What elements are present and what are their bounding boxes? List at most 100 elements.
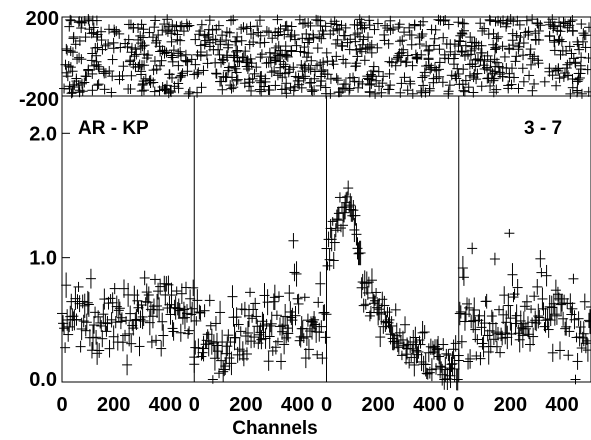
residual-point (507, 35, 518, 46)
residual-point (453, 17, 464, 28)
data-point (75, 340, 86, 353)
data-point (556, 294, 567, 316)
residual-point (417, 28, 428, 39)
residual-point (510, 56, 521, 67)
residual-point (488, 28, 499, 39)
residual-point (316, 76, 327, 87)
residual-point (334, 87, 345, 98)
residual-point (475, 47, 486, 58)
data-point (80, 324, 91, 337)
residual-point (379, 29, 390, 40)
data-point (231, 307, 242, 327)
residual-point (385, 80, 396, 91)
data-point (60, 342, 71, 353)
residual-point (130, 62, 141, 73)
x-axis-title: Channels (232, 418, 318, 439)
residual-point (544, 63, 555, 74)
data-point (312, 350, 323, 360)
data-point (467, 242, 478, 255)
data-point (73, 281, 84, 292)
residual-point (76, 54, 87, 65)
residual-point (560, 18, 571, 29)
residual-point (83, 14, 94, 25)
residual-point (497, 41, 508, 52)
residual-point (420, 87, 431, 98)
data-point (338, 213, 349, 237)
residual-point (437, 77, 448, 88)
data-point (157, 312, 168, 331)
residual-point (157, 45, 168, 56)
residual-point (183, 88, 194, 99)
data-point (386, 316, 397, 336)
annotation-range: 3 - 7 (524, 118, 562, 139)
residual-point (527, 14, 538, 25)
residual-point (111, 26, 122, 37)
data-point (195, 305, 206, 321)
data-point (292, 294, 303, 304)
data-point (505, 305, 516, 331)
data-point (489, 252, 500, 266)
residual-point (246, 58, 257, 69)
data-point (343, 180, 354, 196)
data-point (247, 313, 258, 323)
data-point (502, 325, 513, 350)
data-point (506, 322, 517, 346)
data-point (507, 263, 518, 287)
residual-point (182, 66, 193, 77)
data-point (456, 335, 467, 349)
data-point (315, 271, 326, 296)
data-point (194, 304, 205, 320)
data-point (166, 282, 177, 308)
data-point (122, 354, 133, 376)
residual-point (61, 67, 72, 78)
data-point (404, 356, 415, 369)
residual-point (176, 70, 187, 81)
residual-point (175, 72, 186, 83)
residual-point (311, 14, 322, 25)
residual-point (255, 30, 266, 41)
data-point (526, 305, 537, 314)
residual-point (66, 88, 77, 99)
data-point (474, 309, 485, 323)
data-point (355, 240, 366, 266)
residual-point (210, 34, 221, 45)
data-point (92, 341, 103, 365)
residual-point (66, 15, 77, 26)
data-point (120, 329, 131, 342)
residual-point (368, 66, 379, 77)
data-point (548, 293, 559, 314)
residual-point (76, 17, 87, 28)
residual-point (453, 68, 464, 79)
residual-point (331, 51, 342, 62)
residual-point (350, 36, 361, 47)
data-point (299, 293, 310, 302)
residual-point (229, 61, 240, 72)
data-point (276, 353, 287, 370)
data-point (321, 240, 332, 257)
x-tick-label: 0 (189, 394, 200, 416)
residual-point (189, 69, 200, 80)
data-point (186, 306, 197, 323)
residual-point (513, 83, 524, 94)
data-point (327, 217, 338, 226)
residual-point (305, 20, 316, 31)
residual-point (553, 35, 564, 46)
data-point (375, 327, 386, 348)
x-tick-label: 0 (321, 394, 332, 416)
residual-point (136, 66, 147, 77)
residual-point (278, 59, 289, 70)
data-point (114, 301, 125, 315)
data-point (233, 319, 244, 330)
data-point (522, 316, 533, 338)
residual-point (406, 30, 417, 41)
residual-point (459, 18, 470, 29)
residual-point (562, 22, 573, 33)
residual-point (149, 22, 160, 33)
residual-point (477, 25, 488, 36)
residual-point (224, 27, 235, 38)
data-point (71, 313, 82, 326)
residual-point (407, 88, 418, 99)
residual-point (321, 47, 332, 58)
data-point (216, 351, 227, 370)
data-point (164, 296, 175, 314)
